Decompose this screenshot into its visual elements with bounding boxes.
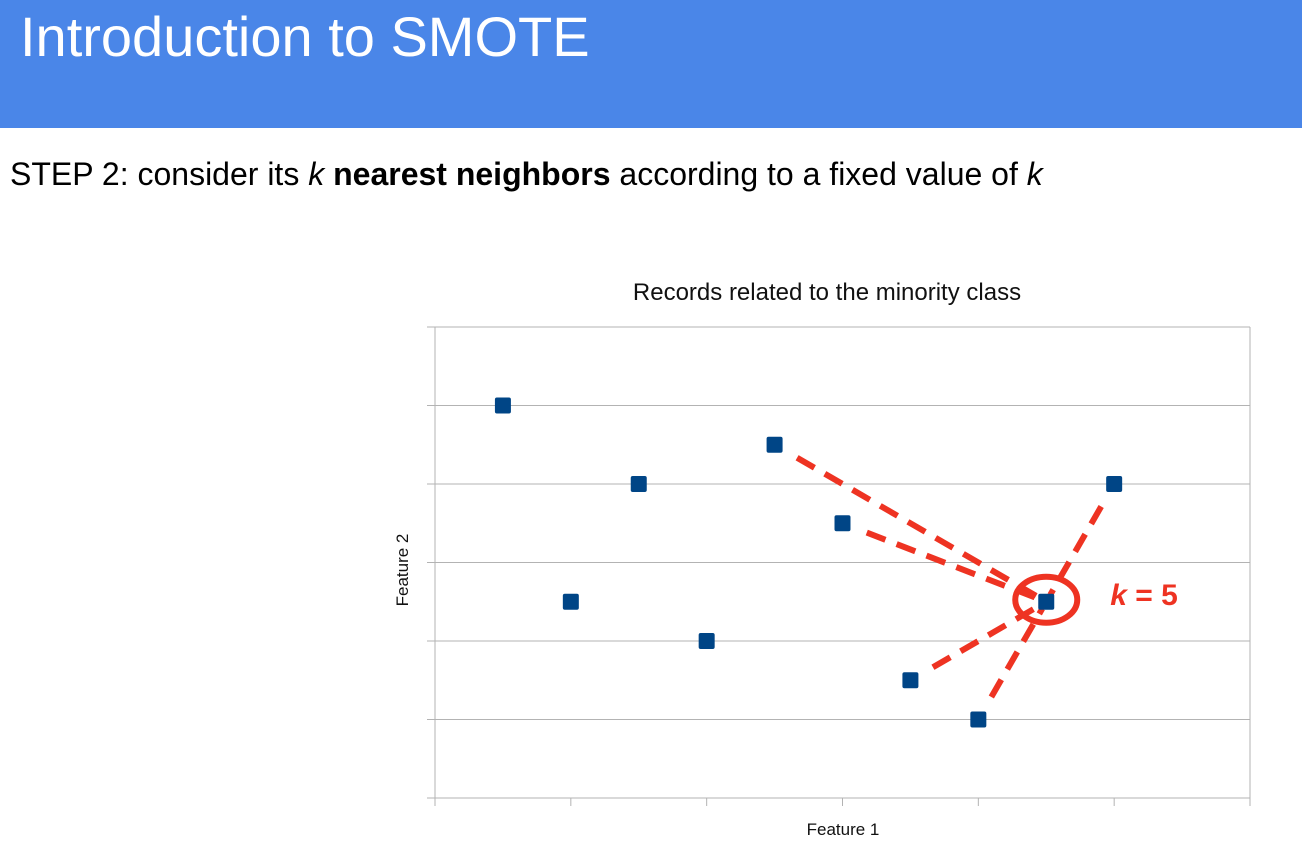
k-value-label-k: k bbox=[1110, 579, 1128, 612]
step-description: STEP 2: consider its k nearest neighbors… bbox=[10, 154, 1043, 194]
points-layer bbox=[494, 397, 1123, 728]
slide-header-bar bbox=[0, 0, 1302, 128]
highlight-layer: k = 5 bbox=[1012, 573, 1178, 626]
step-k-variable-end: k bbox=[1026, 156, 1043, 192]
data-point bbox=[834, 515, 851, 532]
data-point bbox=[494, 397, 511, 414]
grid-layer bbox=[427, 326, 1251, 806]
data-point bbox=[902, 672, 919, 689]
step-bold-term: nearest neighbors bbox=[333, 156, 611, 192]
data-point bbox=[698, 633, 715, 649]
data-point bbox=[766, 436, 783, 453]
neighbor-line bbox=[865, 529, 1040, 602]
y-axis-label: Feature 2 bbox=[393, 534, 412, 607]
data-point bbox=[1106, 476, 1123, 492]
step-rest: according to a fixed value of bbox=[610, 156, 1027, 192]
data-point bbox=[1038, 593, 1055, 610]
step-k-variable: k bbox=[308, 156, 325, 192]
data-point bbox=[970, 711, 987, 728]
neighbor-line bbox=[988, 607, 1045, 699]
k-value-label: k = 5 bbox=[1110, 579, 1178, 612]
x-axis-label: Feature 1 bbox=[807, 820, 880, 839]
k-value-label-number: = 5 bbox=[1127, 579, 1178, 612]
chart-title: Records related to the minority class bbox=[633, 279, 1021, 306]
step-prefix: STEP 2: consider its bbox=[10, 156, 309, 192]
k-neighborhood-circle bbox=[1012, 573, 1081, 626]
data-point bbox=[630, 476, 647, 492]
data-point bbox=[562, 593, 579, 610]
slide-title: Introduction to SMOTE bbox=[20, 5, 590, 68]
neighbor-line bbox=[1047, 505, 1104, 597]
neighbor-line bbox=[795, 455, 1041, 601]
